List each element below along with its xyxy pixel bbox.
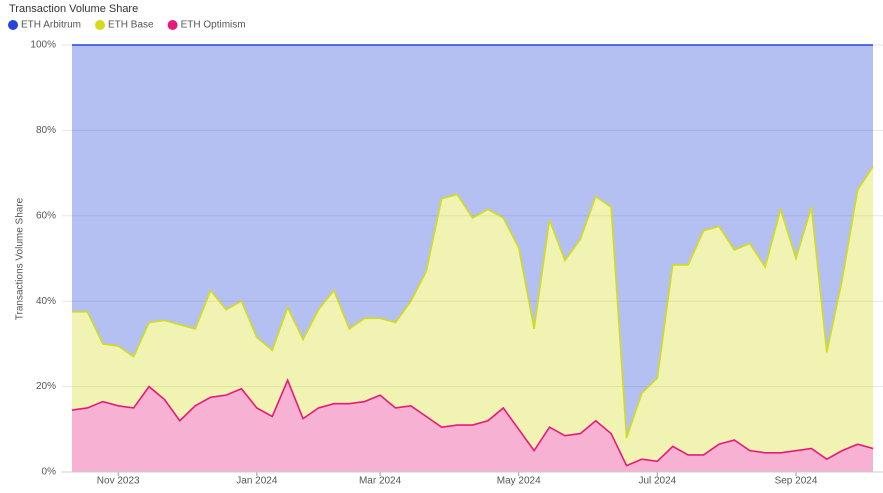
area-fill <box>72 166 873 466</box>
legend-marker[interactable] <box>167 20 178 30</box>
x-tick-label: Sep 2024 <box>775 476 818 487</box>
legend-label[interactable]: ETH Base <box>108 20 154 31</box>
area-fill <box>72 380 873 472</box>
y-axis-label: Transactions Volume Share <box>15 197 26 320</box>
chart-title: Transaction Volume Share <box>9 3 138 15</box>
y-tick-label: 100% <box>30 40 56 51</box>
legend-marker[interactable] <box>8 20 18 30</box>
y-tick-label: 20% <box>36 381 56 392</box>
area-fill <box>72 45 873 438</box>
legend-label[interactable]: ETH Arbitrum <box>21 20 81 31</box>
y-tick-label: 80% <box>36 125 56 136</box>
x-tick-label: Nov 2023 <box>97 476 140 487</box>
legend-label[interactable]: ETH Optimism <box>181 20 246 31</box>
x-tick-label: Jan 2024 <box>236 476 278 487</box>
y-tick-label: 0% <box>42 467 57 478</box>
series-line <box>71 378 874 467</box>
x-tick-label: Jul 2024 <box>638 476 676 487</box>
series-line <box>72 166 874 439</box>
y-tick-label: 40% <box>36 296 56 307</box>
y-tick-label: 60% <box>36 210 56 221</box>
legend-marker[interactable] <box>95 20 106 30</box>
x-tick-label: May 2024 <box>497 476 541 487</box>
x-tick-label: Mar 2024 <box>359 476 402 487</box>
